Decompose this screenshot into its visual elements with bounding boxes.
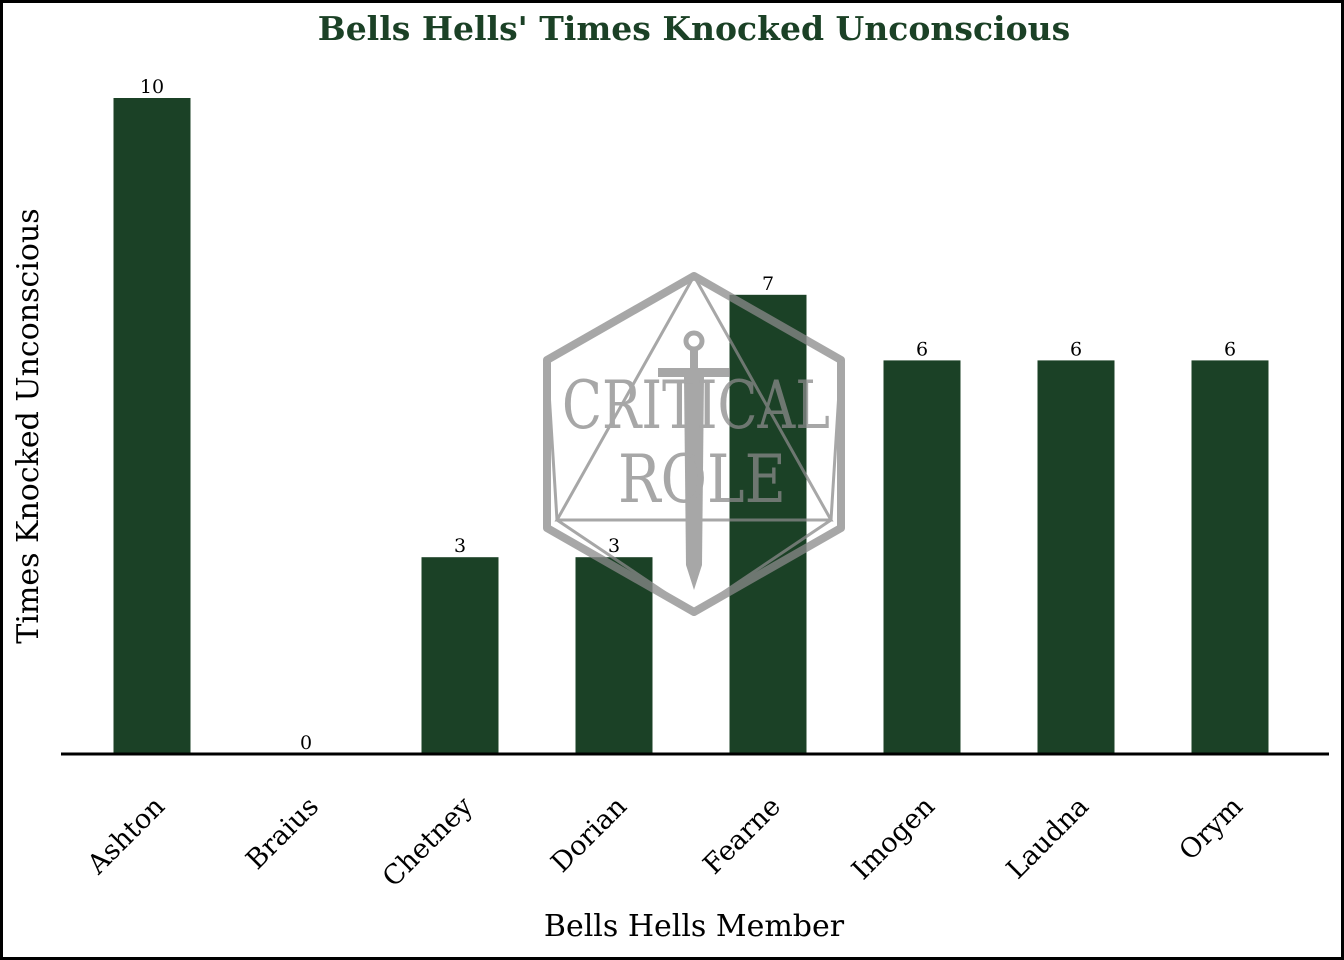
x-tick-labels-group: Ashton Braius Chetney Dorian Fearne Imogen Lau… — [81, 791, 1249, 894]
watermark-line1: CRITICAL — [562, 367, 830, 444]
x-tick-label-ashton: Ashton — [81, 791, 171, 881]
value-label-imogen: 6 — [916, 338, 928, 360]
x-tick-label-dorian: Dorian — [545, 791, 633, 879]
x-tick-label-braius: Braius — [240, 791, 325, 876]
bar-laudna — [1037, 360, 1115, 754]
value-label-chetney: 3 — [454, 535, 466, 557]
bar-imogen — [883, 360, 961, 754]
value-label-ashton: 10 — [140, 76, 164, 98]
value-label-orym: 6 — [1224, 338, 1236, 360]
x-tick-label-orym: Orym — [1173, 791, 1249, 867]
chart-title: Bells Hells' Times Knocked Unconscious — [318, 9, 1070, 48]
x-tick-label-laudna: Laudna — [1001, 791, 1095, 885]
bars-group — [113, 98, 1269, 754]
x-tick-label-chetney: Chetney — [377, 791, 480, 894]
x-tick-label-imogen: Imogen — [846, 791, 941, 886]
value-labels-group: 10 0 3 3 7 6 6 6 — [140, 76, 1236, 754]
value-label-laudna: 6 — [1070, 338, 1082, 360]
y-axis-label: Times Knocked Unconscious — [11, 208, 46, 643]
bar-fearne — [729, 294, 807, 754]
critical-role-watermark-logo: CRITICAL ROLE — [543, 272, 845, 616]
bar-orym — [1191, 360, 1269, 754]
x-tick-label-fearne: Fearne — [697, 791, 787, 881]
x-axis-label: Bells Hells Member — [544, 909, 845, 944]
bar-ashton — [113, 98, 191, 754]
value-label-dorian: 3 — [608, 535, 620, 557]
bar-chetney — [421, 557, 499, 754]
bar-dorian — [575, 557, 653, 754]
watermark-line2: ROLE — [618, 441, 786, 518]
value-label-fearne: 7 — [762, 273, 774, 295]
value-label-braius: 0 — [300, 732, 312, 754]
